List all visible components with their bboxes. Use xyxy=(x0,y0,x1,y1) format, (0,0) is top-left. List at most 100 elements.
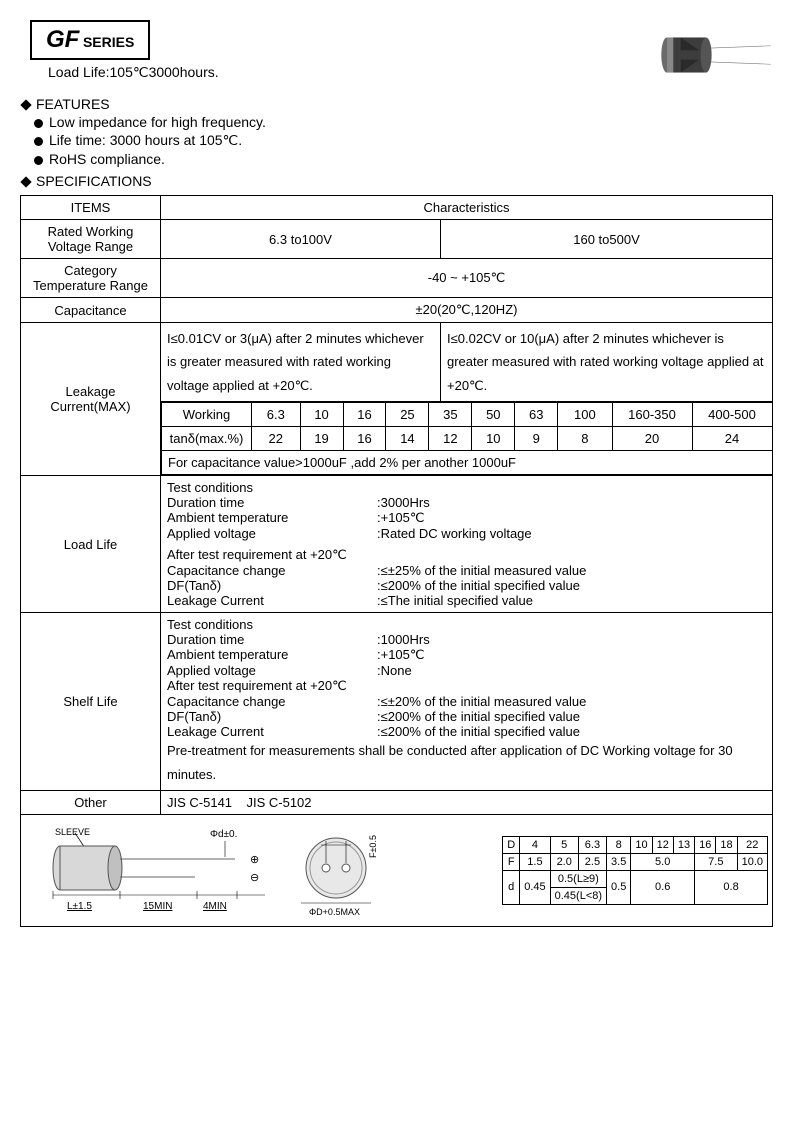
features-heading: FEATURES xyxy=(22,96,773,112)
table-row: tanδ(max.%) 22 19 16 14 12 10 9 8 20 24 xyxy=(162,427,773,451)
cell: 3.5 xyxy=(607,853,631,870)
features-heading-text: FEATURES xyxy=(36,96,110,112)
sleeve-label: SLEEVE xyxy=(55,827,90,837)
cell: 6.3 xyxy=(578,836,606,853)
dimension-table: D 4 5 6.3 8 10 12 13 16 18 22 F 1.5 2.0 … xyxy=(502,836,768,905)
other-val: JIS C-5141 JIS C-5102 xyxy=(161,790,773,814)
leak-label: Leakage Current(MAX) xyxy=(21,323,161,476)
cell: F xyxy=(503,853,520,870)
table-row: d 0.45 0.5(L≥9) 0.5 0.6 0.8 xyxy=(503,870,768,887)
kv-label: Capacitance change xyxy=(167,694,377,709)
items-header: ITEMS xyxy=(21,196,161,220)
tand-row-label: tanδ(max.%) xyxy=(162,427,252,451)
cell: 13 xyxy=(673,836,694,853)
label-line: Leakage xyxy=(27,384,154,399)
kv-val: :≤200% of the initial specified value xyxy=(377,709,766,724)
kv-label: Applied voltage xyxy=(167,663,377,678)
tand-cell: Working 6.3 10 16 25 35 50 63 100 160-35… xyxy=(161,402,773,476)
cell: 22 xyxy=(737,836,767,853)
cell: 0.6 xyxy=(631,870,695,904)
L-label: L±1.5 xyxy=(67,901,92,912)
plus-icon: ⊕ xyxy=(250,854,259,866)
table-row: Working 6.3 10 16 25 35 50 63 100 160-35… xyxy=(162,403,773,427)
cell: 6.3 xyxy=(252,403,301,427)
cell: 50 xyxy=(472,403,515,427)
cell: 12 xyxy=(429,427,472,451)
cell: 8 xyxy=(558,427,612,451)
cell: 16 xyxy=(343,427,386,451)
phiD-label: ΦD+0.5MAX xyxy=(309,907,360,917)
cell: 5.0 xyxy=(631,853,695,870)
kv-val: :+105℃ xyxy=(377,510,766,526)
shelf-cell: Test conditions Duration time:1000Hrs Am… xyxy=(161,613,773,791)
cell: 9 xyxy=(515,427,558,451)
table-row: F 1.5 2.0 2.5 3.5 5.0 7.5 10.0 xyxy=(503,853,768,870)
tand-table: Working 6.3 10 16 25 35 50 63 100 160-35… xyxy=(161,402,773,475)
kv-val: :3000Hrs xyxy=(377,495,766,510)
leak-right: I≤0.02CV or 10(μA) after 2 minutes which… xyxy=(441,323,773,402)
kv-val: :≤±25% of the initial measured value xyxy=(377,563,766,578)
label-line: Category xyxy=(27,263,154,278)
cell: 0.8 xyxy=(695,870,768,904)
feature-text: Low impedance for high frequency. xyxy=(49,114,266,130)
cell: 1.5 xyxy=(520,853,550,870)
cell: 2.5 xyxy=(578,853,606,870)
kv-label: Ambient temperature xyxy=(167,647,377,663)
table-row: Category Temperature Range -40 ~ +105℃ xyxy=(21,259,773,298)
phid-label: Φd±0. xyxy=(210,829,237,840)
cell: 63 xyxy=(515,403,558,427)
table-row: Rated Working Voltage Range 6.3 to100V 1… xyxy=(21,220,773,259)
table-row: For capacitance value>1000uF ,add 2% per… xyxy=(162,451,773,475)
kv-line: After test requirement at +20℃ xyxy=(167,678,766,694)
kv-label: Leakage Current xyxy=(167,724,377,739)
feature-item: Life time: 3000 hours at 105℃. xyxy=(20,132,773,149)
cell: 24 xyxy=(692,427,772,451)
shelf-label: Shelf Life xyxy=(21,613,161,791)
cell: 0.5 xyxy=(607,870,631,904)
cell: 10 xyxy=(631,836,652,853)
kv-val: :≤200% of the initial specified value xyxy=(377,578,766,593)
cell: 4 xyxy=(520,836,550,853)
feature-text: Life time: 3000 hours at 105℃. xyxy=(49,132,242,148)
cell: 22 xyxy=(252,427,301,451)
cell: 160-350 xyxy=(612,403,692,427)
cell: 19 xyxy=(300,427,343,451)
min4-label: 4MIN xyxy=(203,901,227,912)
label-line: Temperature Range xyxy=(27,278,154,293)
cell: 10.0 xyxy=(737,853,767,870)
kv-label: Ambient temperature xyxy=(167,510,377,526)
cell: 100 xyxy=(558,403,612,427)
capacitor-icon xyxy=(653,20,773,90)
series-main: GF xyxy=(46,26,79,53)
table-row: Other JIS C-5141 JIS C-5102 xyxy=(21,790,773,814)
cell: 0.45(L<8) xyxy=(550,887,606,904)
loadlife-cell: Test conditions Duration time:3000Hrs Am… xyxy=(161,476,773,613)
cell: 5 xyxy=(550,836,578,853)
kv-val: :≤200% of the initial specified value xyxy=(377,724,766,739)
cell: 10 xyxy=(472,427,515,451)
cell: 16 xyxy=(343,403,386,427)
side-diagram-icon: SLEEVE Φd±0. ⊕ ⊖ L±1.5 15MIN 4MIN xyxy=(25,823,275,918)
cell: 400-500 xyxy=(692,403,772,427)
series-sub: SERIES xyxy=(83,34,134,50)
tand-note: For capacitance value>1000uF ,add 2% per… xyxy=(162,451,773,475)
temp-label: Category Temperature Range xyxy=(21,259,161,298)
cell: 10 xyxy=(300,403,343,427)
cap-val: ±20(20℃,120HZ) xyxy=(161,298,773,323)
cap-label: Capacitance xyxy=(21,298,161,323)
kv-label: Leakage Current xyxy=(167,593,377,608)
loadlife-label: Load Life xyxy=(21,476,161,613)
table-row: ITEMS Characteristics xyxy=(21,196,773,220)
kv-line: Test conditions xyxy=(167,617,766,632)
kv-label: Duration time xyxy=(167,495,377,510)
table-row: Load Life Test conditions Duration time:… xyxy=(21,476,773,613)
kv-val: :1000Hrs xyxy=(377,632,766,647)
table-row: Capacitance ±20(20℃,120HZ) xyxy=(21,298,773,323)
cell: 18 xyxy=(716,836,737,853)
label-line: Rated Working xyxy=(27,224,154,239)
voltage-left: 6.3 to100V xyxy=(161,220,441,259)
feature-item: Low impedance for high frequency. xyxy=(20,114,773,130)
table-row: Leakage Current(MAX) I≤0.01CV or 3(μA) a… xyxy=(21,323,773,402)
spec-table: ITEMS Characteristics Rated Working Volt… xyxy=(20,195,773,815)
tand-row-label: Working xyxy=(162,403,252,427)
